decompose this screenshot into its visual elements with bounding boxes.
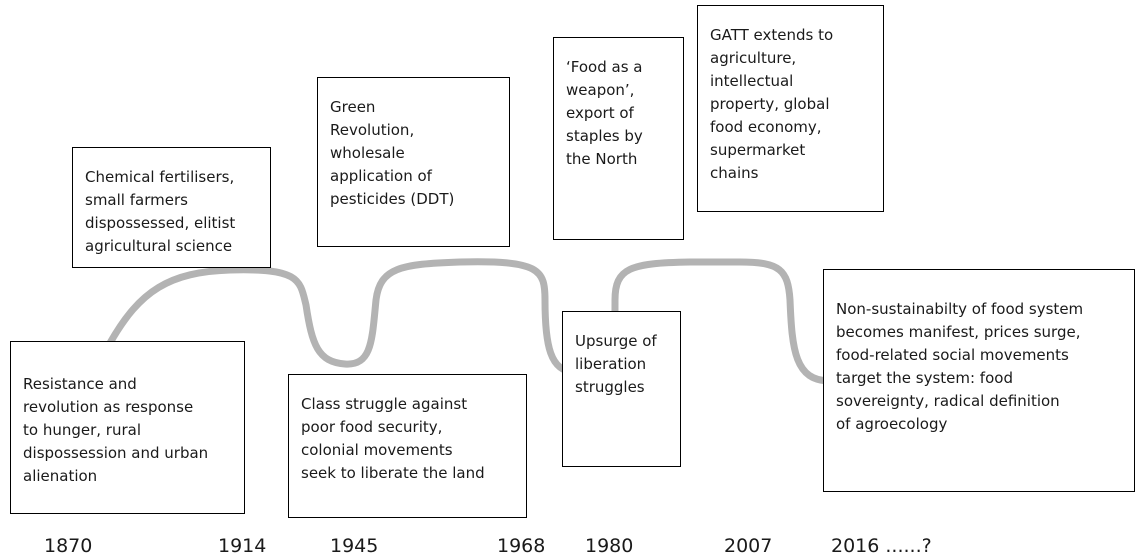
box-text: the North — [566, 150, 638, 168]
box-text: Non-sustainabilty of food system — [836, 300, 1084, 318]
box-text: Upsurge of — [575, 332, 657, 350]
box-text: revolution as response — [23, 398, 194, 416]
box-text: staples by — [566, 127, 643, 145]
year-label: 2016 ......? — [831, 535, 932, 557]
year-label: 1980 — [585, 535, 634, 557]
box-text: Chemical fertilisers, — [85, 168, 235, 186]
event-box: Upsurge of liberation struggles — [562, 311, 681, 467]
box-text: target the system: food — [836, 369, 1013, 387]
year-label: 1870 — [44, 535, 93, 557]
box-text: liberation — [575, 355, 647, 373]
box-text: Revolution, — [330, 121, 415, 139]
box-text: colonial movements — [301, 441, 453, 459]
year-label: 1914 — [218, 535, 267, 557]
box-text: ‘Food as a — [566, 58, 643, 76]
box-text: small farmers — [85, 191, 188, 209]
box-text: application of — [330, 167, 432, 185]
event-box: GATT extends to agriculture, intellectual p… — [697, 5, 884, 212]
box-text: GATT extends to — [710, 26, 834, 44]
box-text: pesticides (DDT) — [330, 190, 455, 208]
box-text: food economy, — [710, 118, 822, 136]
box-text: wholesale — [330, 144, 405, 162]
event-box: Chemical fertilisers, small farmers dispos… — [72, 147, 271, 268]
box-text: chains — [710, 164, 759, 182]
box-text: intellectual — [710, 72, 794, 90]
event-box: Non-sustainabilty of food system becomes … — [823, 269, 1135, 492]
event-box: Resistance and revolution as response to h… — [10, 341, 245, 514]
box-text: struggles — [575, 378, 645, 396]
box-text: dispossessed, elitist — [85, 214, 236, 232]
box-text: sovereignty, radical definition — [836, 392, 1060, 410]
box-text: Green — [330, 98, 376, 116]
box-text: to hunger, rural — [23, 421, 142, 439]
year-label: 1968 — [497, 535, 546, 557]
box-text: export of — [566, 104, 634, 122]
box-text: seek to liberate the land — [301, 464, 485, 482]
box-text: Resistance and — [23, 375, 137, 393]
event-box: Class struggle against poor food security… — [288, 374, 527, 518]
event-box: Green Revolution, wholesale application of p… — [317, 77, 510, 247]
event-box: ‘Food as a weapon’, export of staples by the… — [553, 37, 684, 240]
year-label: 1945 — [330, 535, 379, 557]
box-text: food-related social movements — [836, 346, 1069, 364]
box-text: property, global — [710, 95, 830, 113]
box-text: dispossession and urban — [23, 444, 209, 462]
box-text: becomes manifest, prices surge, — [836, 323, 1081, 341]
box-text: Class struggle against — [301, 395, 468, 413]
box-text: of agroecology — [836, 415, 948, 433]
box-text: agriculture, — [710, 49, 797, 67]
box-text: alienation — [23, 467, 98, 485]
timeline-curve — [106, 258, 834, 385]
box-text: agricultural science — [85, 237, 233, 255]
box-text: weapon’, — [566, 81, 635, 99]
year-label: 2007 — [724, 535, 773, 557]
box-text: supermarket — [710, 141, 806, 159]
box-text: poor food security, — [301, 418, 443, 436]
